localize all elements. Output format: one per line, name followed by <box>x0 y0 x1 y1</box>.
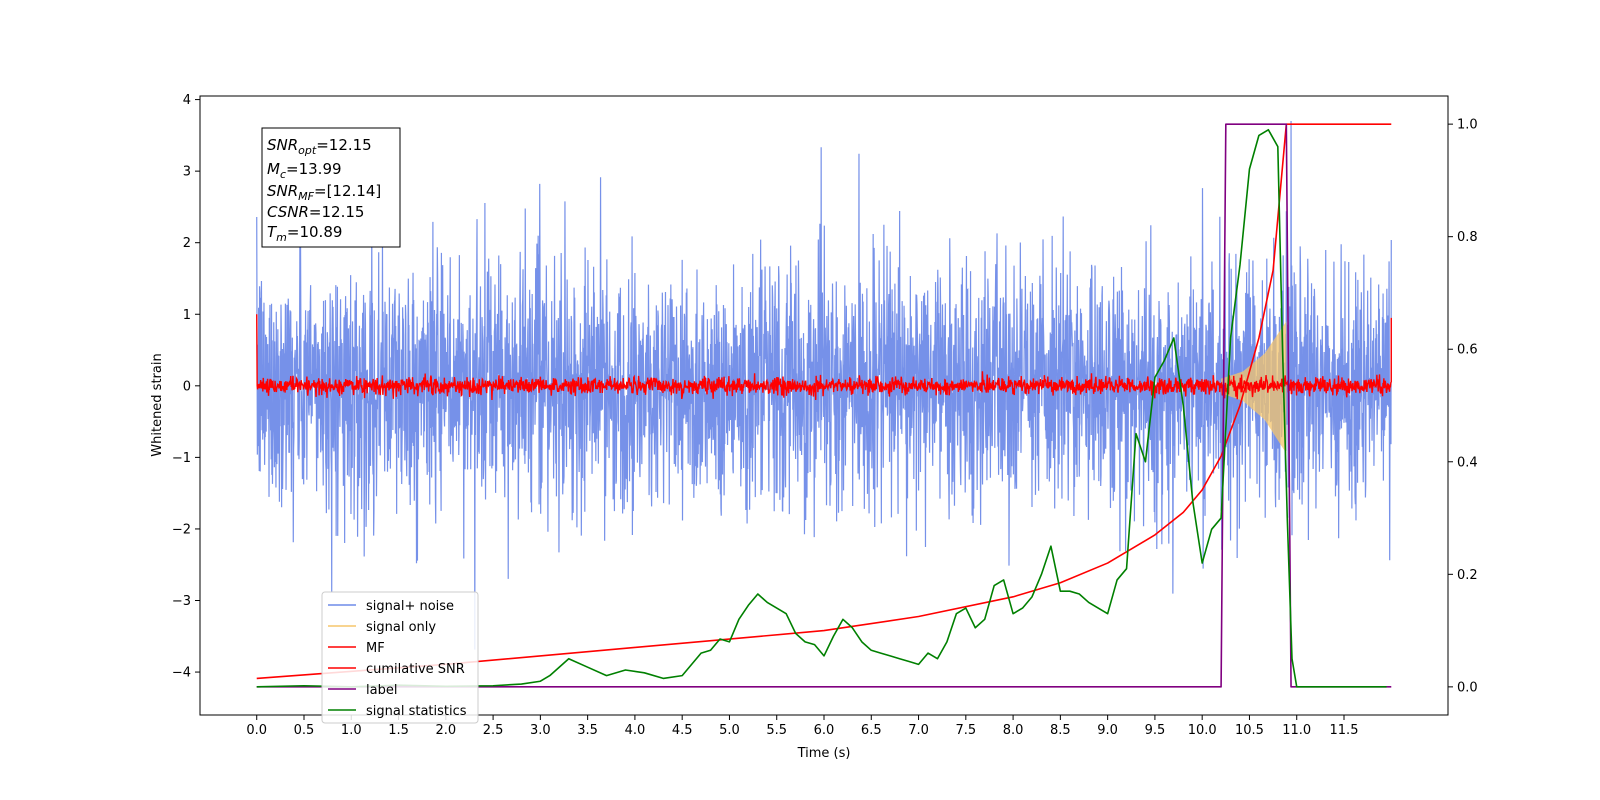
y-axis-label: Whitened strain <box>150 353 165 456</box>
svg-text:cumilative SNR: cumilative SNR <box>366 662 465 677</box>
svg-text:label: label <box>366 683 397 698</box>
x-tick-label: 9.0 <box>1097 723 1118 738</box>
y-tick-label: 0 <box>183 379 191 394</box>
right-axis-series <box>256 123 1392 688</box>
x-tick-label: 1.5 <box>388 723 409 738</box>
x-tick-label: 5.5 <box>766 723 787 738</box>
x-tick-label: 10.5 <box>1235 723 1264 738</box>
svg-text:signal+ noise: signal+ noise <box>366 599 454 614</box>
x-tick-label: 5.0 <box>719 723 740 738</box>
x-tick-label: 4.5 <box>672 723 693 738</box>
y-tick-label: 1 <box>183 308 191 323</box>
y-tick-label: −4 <box>172 666 191 681</box>
y-tick-label: −2 <box>172 522 191 537</box>
info-box: SNRopt=12.15 Mc=13.99 SNRMF=[12.14] CSNR… <box>261 127 401 248</box>
series-signal-noise <box>256 121 1392 650</box>
y2-tick-label: 0.6 <box>1457 343 1478 358</box>
x-tick-label: 8.0 <box>1003 723 1024 738</box>
x-tick-label: 11.5 <box>1330 723 1359 738</box>
y2-tick-label: 0.0 <box>1457 680 1478 695</box>
y2-tick-label: 0.2 <box>1457 568 1478 583</box>
legend-item-mf: MF <box>328 641 385 656</box>
svg-text:signal only: signal only <box>366 620 436 635</box>
x-tick-label: 0.0 <box>246 723 267 738</box>
x-axis-label: Time (s) <box>797 746 851 761</box>
info-tm: Tm=10.89 <box>267 223 342 244</box>
x-tick-label: 3.0 <box>530 723 551 738</box>
y-axis-ticks: 4 3 2 1 0 −1 −2 −3 −4 <box>172 93 200 681</box>
x-tick-label: 11.0 <box>1282 723 1311 738</box>
x-tick-label: 7.0 <box>908 723 929 738</box>
x-tick-label: 1.0 <box>341 723 362 738</box>
svg-text:MF: MF <box>366 641 385 656</box>
y-tick-label: −1 <box>172 451 191 466</box>
info-snr-opt: SNRopt=12.15 <box>267 136 372 157</box>
signal-noise-line <box>256 121 1392 650</box>
legend-item-cumilative-snr: cumilative SNR <box>328 662 465 677</box>
y2-axis-ticks: 1.0 0.8 0.6 0.4 0.2 0.0 <box>1448 118 1478 695</box>
legend-item-signal-statistics: signal statistics <box>328 704 467 719</box>
y-tick-label: −3 <box>172 594 191 609</box>
mf-line <box>256 314 1392 401</box>
svg-text:signal statistics: signal statistics <box>366 704 467 719</box>
y2-tick-label: 0.4 <box>1457 455 1478 470</box>
x-tick-label: 6.5 <box>861 723 882 738</box>
x-tick-label: 9.5 <box>1145 723 1166 738</box>
x-tick-label: 8.5 <box>1050 723 1071 738</box>
info-mc: Mc=13.99 <box>267 160 342 181</box>
y2-tick-label: 0.8 <box>1457 230 1478 245</box>
legend: signal+ noise signal only MF cumilative … <box>321 591 479 724</box>
cumilative-snr-line <box>256 123 1392 680</box>
x-tick-label: 10.0 <box>1188 723 1217 738</box>
y-tick-label: 3 <box>183 165 191 180</box>
x-tick-label: 2.5 <box>483 723 504 738</box>
legend-item-signal-noise: signal+ noise <box>328 599 454 614</box>
x-axis-ticks: 0.0 0.5 1.0 1.5 2.0 2.5 3.0 3.5 4.0 4.5 5.0 5.5 6.0 6… <box>246 715 1358 738</box>
info-csnr: CSNR=12.15 <box>267 203 364 221</box>
y-tick-label: 4 <box>183 93 191 108</box>
x-tick-label: 2.0 <box>435 723 456 738</box>
legend-item-label: label <box>328 683 397 698</box>
y2-tick-label: 1.0 <box>1457 118 1478 133</box>
y-tick-label: 2 <box>183 236 191 251</box>
x-tick-label: 6.0 <box>814 723 835 738</box>
x-tick-label: 0.5 <box>294 723 315 738</box>
info-snr-mf: SNRMF=[12.14] <box>267 182 381 203</box>
x-tick-label: 3.5 <box>577 723 598 738</box>
x-tick-label: 4.0 <box>625 723 646 738</box>
x-tick-label: 7.5 <box>955 723 976 738</box>
series-mf <box>256 314 1392 401</box>
signal-statistics-line <box>256 128 1387 688</box>
legend-item-signal-only: signal only <box>328 620 436 635</box>
